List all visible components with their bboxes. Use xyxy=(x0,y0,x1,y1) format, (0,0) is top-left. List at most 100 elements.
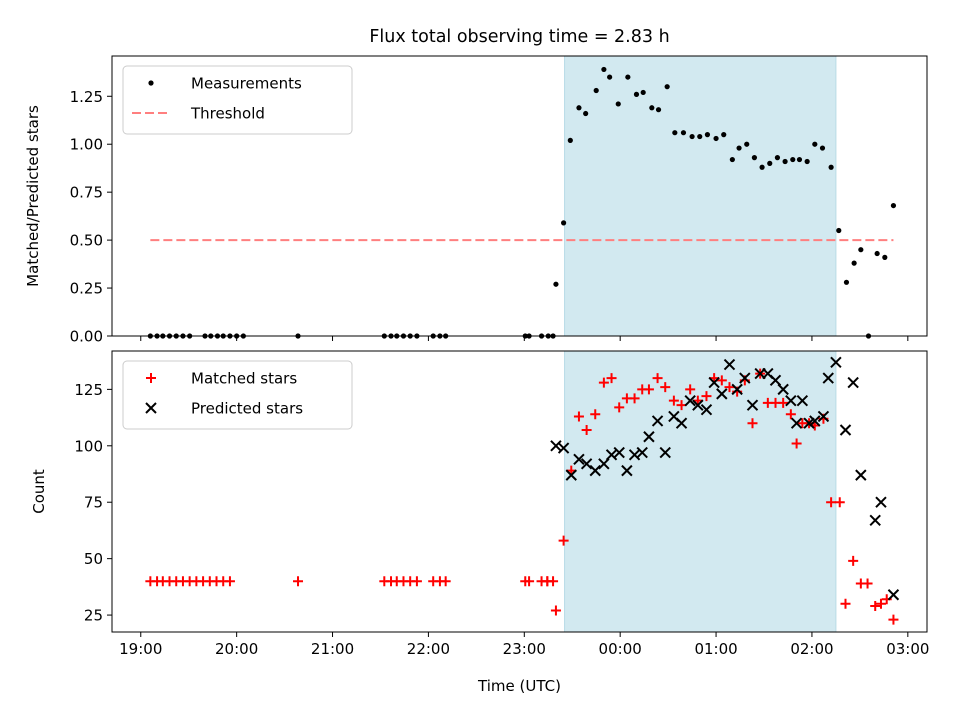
data-point xyxy=(744,141,750,147)
data-point xyxy=(640,89,646,96)
data-point xyxy=(567,137,573,143)
data-point xyxy=(598,458,610,470)
data-point xyxy=(664,84,670,90)
observing-window-shade xyxy=(564,350,837,633)
x-tick-label: 22:00 xyxy=(407,640,450,658)
data-point xyxy=(633,91,640,97)
data-point xyxy=(782,158,788,165)
legend-marker xyxy=(146,373,156,383)
data-point xyxy=(822,372,834,384)
data-point xyxy=(874,250,880,257)
x-tick-label: 21:00 xyxy=(311,640,354,658)
data-point xyxy=(590,409,601,420)
data-point xyxy=(643,431,655,443)
data-point xyxy=(581,424,592,435)
data-point xyxy=(809,415,821,427)
data-point xyxy=(777,383,789,396)
data-point xyxy=(759,164,765,170)
legend: Matched stars Predicted stars xyxy=(122,360,353,430)
data-point xyxy=(660,382,671,393)
data-point xyxy=(636,446,648,459)
data-point xyxy=(751,155,758,161)
y-tick-label: 0.00 xyxy=(70,328,103,346)
axes-frame xyxy=(111,350,928,633)
data-point xyxy=(785,409,796,420)
data-point xyxy=(826,497,837,508)
legend-label: Measurements xyxy=(191,75,302,93)
x-tick-label: 03:00 xyxy=(886,640,929,658)
data-point xyxy=(790,156,796,163)
measurements-series xyxy=(147,66,897,339)
data-point xyxy=(704,132,711,138)
data-point xyxy=(848,555,859,566)
data-point xyxy=(607,74,613,80)
data-point xyxy=(659,446,671,459)
data-point xyxy=(828,164,834,170)
legend-label: Matched stars xyxy=(191,370,297,388)
data-point xyxy=(736,145,742,151)
data-point xyxy=(890,202,897,209)
data-point xyxy=(847,376,859,389)
x-axis-label: Time (UTC) xyxy=(477,677,561,695)
data-point xyxy=(411,576,422,587)
data-point xyxy=(804,158,810,165)
data-point xyxy=(855,469,867,481)
data-point xyxy=(769,374,782,387)
data-point xyxy=(629,393,640,404)
data-point xyxy=(724,382,735,393)
data-point xyxy=(655,107,662,113)
data-point xyxy=(785,394,797,407)
data-point xyxy=(708,376,720,389)
data-point xyxy=(790,417,803,429)
predicted-stars-series xyxy=(550,356,900,601)
data-point xyxy=(830,356,842,368)
data-point xyxy=(557,442,570,454)
data-point xyxy=(723,358,736,371)
y-tick-label: 50 xyxy=(84,550,103,568)
x-tick-label: 00:00 xyxy=(599,640,642,658)
data-point xyxy=(675,417,688,429)
data-point xyxy=(840,598,851,609)
data-point xyxy=(524,576,535,587)
data-point xyxy=(817,410,830,423)
data-point xyxy=(580,458,593,470)
data-point xyxy=(593,87,599,94)
data-point xyxy=(882,254,888,260)
data-point xyxy=(576,105,582,111)
data-point xyxy=(887,589,900,601)
data-point xyxy=(739,372,751,384)
x-tick-label: 01:00 xyxy=(694,640,737,658)
y-tick-label: 0.50 xyxy=(70,232,103,250)
data-point xyxy=(713,135,719,142)
data-point xyxy=(553,281,559,287)
data-point xyxy=(680,130,687,136)
y-tick-label: 0.75 xyxy=(70,184,103,202)
data-point xyxy=(869,514,881,526)
data-point xyxy=(614,402,625,413)
y-tick-label: 1.25 xyxy=(70,88,103,106)
data-point xyxy=(643,384,654,395)
data-point xyxy=(224,576,235,587)
legend: Measurements Threshold xyxy=(122,65,353,135)
data-point xyxy=(796,394,809,407)
data-point xyxy=(862,578,873,589)
data-point xyxy=(729,156,735,163)
data-point xyxy=(598,377,609,388)
data-point xyxy=(561,220,567,226)
data-point xyxy=(819,145,826,151)
data-point xyxy=(625,74,631,80)
data-point xyxy=(875,598,886,609)
data-point xyxy=(668,395,679,406)
matched-stars-series xyxy=(145,368,899,625)
y-tick-label: 0.25 xyxy=(70,280,103,298)
y-tick-label: 75 xyxy=(84,494,103,512)
data-point xyxy=(692,399,704,411)
data-point xyxy=(589,464,601,477)
data-point xyxy=(834,497,845,508)
data-point xyxy=(843,279,850,285)
y-axis-label: Matched/Predicted stars xyxy=(24,105,42,287)
y-tick-label: 1.00 xyxy=(70,136,103,154)
data-point xyxy=(839,424,852,436)
data-point xyxy=(767,160,773,166)
